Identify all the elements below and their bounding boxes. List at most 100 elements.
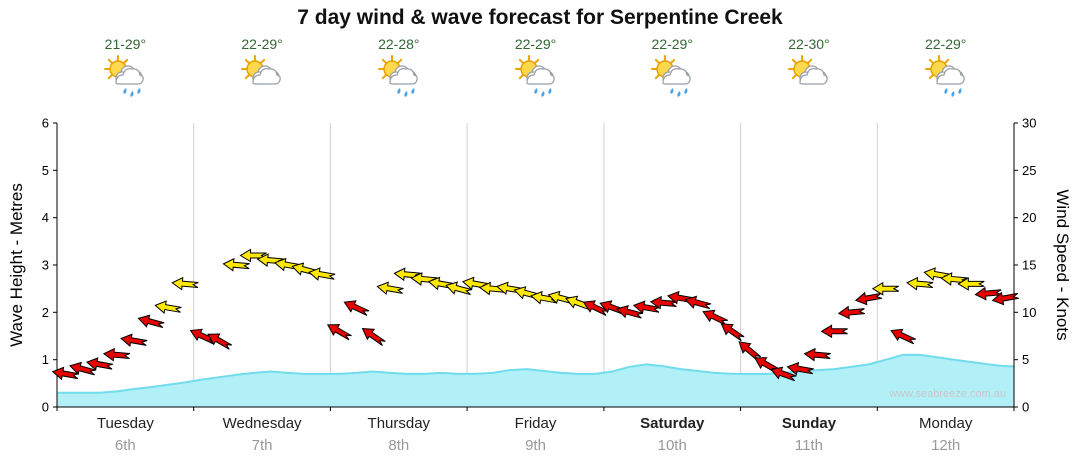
temperature-range: 22-30° <box>788 36 830 52</box>
day-label-saturday: Saturday 10th <box>604 415 741 454</box>
wind-arrow <box>632 300 660 314</box>
day-name-label: Tuesday <box>96 415 154 432</box>
day-labels-row: Tuesday 6th Wednesday 7th Thursday 8th Friday 9… <box>57 415 1014 454</box>
cloud-icon <box>115 65 145 85</box>
right-axis-title: Wind Speed - Knots <box>1053 189 1072 341</box>
cloud-icon <box>662 65 692 85</box>
sun-cloud-showers-icon <box>514 55 555 98</box>
day-forecast-friday: 22-29° <box>467 36 604 100</box>
sun-cloud-icon <box>241 55 281 85</box>
temperature-range: 22-29° <box>651 36 693 52</box>
day-label-friday: Friday 9th <box>467 415 604 454</box>
day-name-label: Friday <box>514 415 557 432</box>
page-title: 7 day wind & wave forecast for Serpentin… <box>297 6 783 29</box>
wind-arrow <box>85 357 114 371</box>
wind-arrow <box>957 277 985 291</box>
right-axis-tick-label: 30 <box>1022 116 1036 131</box>
day-label-sunday: Sunday 11th <box>741 415 878 454</box>
wind-arrow <box>649 295 678 310</box>
wind-arrow <box>445 281 472 295</box>
temperature-range: 22-29° <box>514 36 557 52</box>
day-date-label: 12th <box>931 437 961 454</box>
day-date-label: 9th <box>525 437 546 454</box>
rain-drop-icon <box>397 87 401 95</box>
wind-arrow <box>343 300 370 316</box>
day-date-label: 11th <box>794 437 823 454</box>
cloud-icon <box>252 65 281 85</box>
wind-arrow <box>684 295 712 310</box>
right-axis-tick-label: 0 <box>1022 400 1029 415</box>
right-axis-tick-label: 20 <box>1022 210 1036 225</box>
day-forecast-thursday: 22-28° <box>330 36 467 100</box>
rain-drop-icon <box>130 90 134 98</box>
wind-arrow <box>702 309 728 326</box>
rain-drop-icon <box>677 90 681 98</box>
day-name-label: Thursday <box>367 415 431 432</box>
day-name-label: Sunday <box>781 415 837 432</box>
wind-arrow <box>137 314 165 329</box>
wind-arrow <box>616 305 643 319</box>
wind-arrow <box>102 347 131 362</box>
rain-drop-icon <box>540 90 544 98</box>
day-name-label: Saturday <box>640 415 705 432</box>
rain-drop-icon <box>684 87 688 95</box>
wind-arrow <box>51 366 79 381</box>
wind-arrow <box>69 361 96 376</box>
wind-arrow <box>361 327 386 346</box>
wind-arrow <box>854 291 883 306</box>
day-label-monday: Monday 12th <box>877 415 1014 454</box>
wind-arrow <box>582 300 609 316</box>
day-date-label: 10th <box>657 437 687 454</box>
sun-cloud-showers-icon <box>377 55 418 98</box>
day-date-label: 6th <box>114 437 136 454</box>
rain-drop-icon <box>137 87 141 95</box>
wave-height-area <box>57 354 1014 407</box>
left-axis-tick-label: 3 <box>42 258 49 273</box>
sun-cloud-icon <box>787 55 828 85</box>
day-label-thursday: Thursday 8th <box>330 415 467 454</box>
wind-arrow <box>308 267 336 281</box>
right-axis-tick-label: 5 <box>1022 352 1029 367</box>
rain-drop-icon <box>950 90 955 98</box>
temperature-range: 22-29° <box>241 36 283 52</box>
wind-arrow <box>326 324 352 341</box>
day-forecast-saturday: 22-29° <box>604 36 741 100</box>
wind-arrow <box>770 366 797 382</box>
cloud-icon <box>799 65 828 85</box>
wind-arrow <box>820 324 848 339</box>
wind-arrow <box>974 286 1002 301</box>
day-name-label: Monday <box>918 415 973 432</box>
day-label-tuesday: Tuesday 6th <box>57 415 194 454</box>
wind-arrow <box>239 248 267 263</box>
sun-cloud-showers-icon <box>651 55 692 98</box>
left-axis-title: Wave Height - Metres <box>7 183 26 347</box>
day-forecast-monday: 22-29° <box>877 36 1014 100</box>
left-axis-tick-label: 6 <box>42 116 49 131</box>
left-axis-tick-label: 1 <box>42 352 49 367</box>
left-axis-tick-label: 0 <box>42 400 49 415</box>
rain-drop-icon <box>670 87 674 95</box>
day-forecast-tuesday: 21-29° <box>57 36 194 100</box>
wind-arrow <box>376 281 404 296</box>
rain-drop-icon <box>123 87 127 95</box>
wind-arrow <box>890 328 916 345</box>
wind-arrow <box>738 341 761 361</box>
day-name-label: Wednesday <box>222 415 302 432</box>
wind-arrow <box>171 276 199 291</box>
wind-arrow <box>991 291 1019 306</box>
sun-cloud-showers-icon <box>924 55 965 98</box>
wind-arrow <box>120 333 148 348</box>
cloud-icon <box>525 65 555 85</box>
temperature-range: 22-28° <box>378 36 420 52</box>
left-axis-tick-label: 5 <box>42 163 49 178</box>
wind-arrow <box>803 347 831 362</box>
day-date-label: 8th <box>388 437 410 454</box>
day-forecast-wednesday: 22-29° <box>194 36 331 100</box>
sun-cloud-showers-icon <box>104 55 145 98</box>
right-axis-tick-label: 10 <box>1022 305 1036 320</box>
wind-arrow <box>786 361 814 376</box>
wind-arrow <box>154 300 182 314</box>
wind-arrow <box>871 281 900 296</box>
